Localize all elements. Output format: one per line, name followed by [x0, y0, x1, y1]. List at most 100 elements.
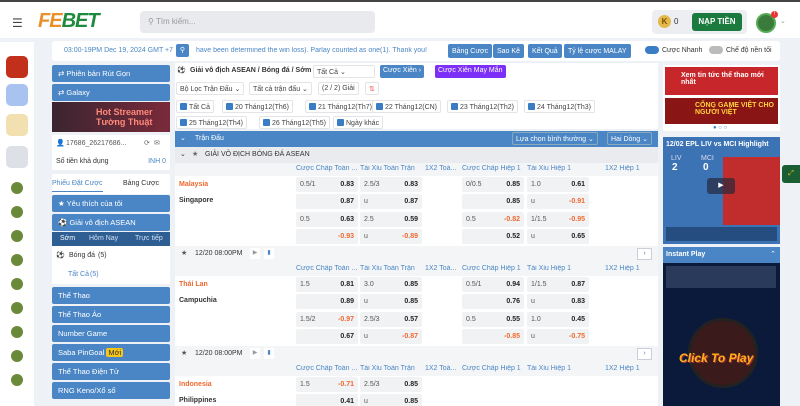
bet-list-button[interactable]: Bảng Cược: [448, 44, 493, 58]
sport-football[interactable]: Bóng đá: [69, 252, 96, 259]
away-team[interactable]: Singapore: [179, 197, 214, 204]
odds-cell[interactable]: 2.5 0.59: [360, 212, 422, 227]
tab-bet-slip[interactable]: Phiếu Đặt Cược: [52, 180, 103, 192]
odds-cell[interactable]: 0.87: [296, 193, 358, 209]
odds-cell[interactable]: 1.5/2 -0.97: [296, 312, 358, 327]
odds-cell[interactable]: 0.52: [462, 228, 524, 244]
away-team[interactable]: Philippines: [179, 397, 217, 404]
odds-cell[interactable]: -0.85: [462, 328, 524, 344]
stats-icon[interactable]: ▮: [264, 248, 274, 259]
instant-play-header[interactable]: Instant Play ⌃: [663, 247, 780, 263]
date-filter-checkbox[interactable]: 23 Tháng12(Th2): [447, 100, 518, 113]
date-filter-checkbox[interactable]: Ngày khác: [333, 116, 384, 129]
dark-mode-toggle[interactable]: [709, 46, 723, 54]
odds-cell[interactable]: -0.93: [296, 228, 358, 244]
odds-cell[interactable]: 0.5 0.63: [296, 212, 358, 227]
odds-cell[interactable]: 0.5/1 0.83: [296, 177, 358, 192]
more-bets-button[interactable]: ›: [637, 348, 652, 360]
menu-icon[interactable]: ☰: [12, 16, 23, 30]
game-icon[interactable]: [11, 278, 23, 290]
sidebar-item-esports[interactable]: Thể Thao Điện Tử: [52, 363, 170, 380]
odds-cell[interactable]: u -0.91: [527, 193, 589, 209]
odds-cell[interactable]: u 0.65: [527, 228, 589, 244]
asean-item[interactable]: ⚽ Giải vô địch ASEAN: [52, 214, 170, 231]
sidebar-item-saba-pingoal[interactable]: Saba PinGoal Mới: [52, 344, 170, 361]
home-team[interactable]: Thái Lan: [179, 281, 208, 288]
odds-cell[interactable]: 1.5 -0.71: [296, 377, 358, 392]
chevron-down-icon[interactable]: ⌄: [780, 18, 786, 25]
tab-bet-list[interactable]: Bảng Cược: [123, 180, 160, 187]
home-team[interactable]: Malaysia: [179, 181, 209, 188]
deposit-button[interactable]: NẠP TIỀN: [692, 13, 742, 31]
stats-icon[interactable]: ▮: [264, 348, 274, 359]
sidebar-item-rng-keno[interactable]: RNG Keno/Xổ số: [52, 382, 170, 399]
expand-icon[interactable]: ⤢: [782, 165, 800, 183]
sport-game-icon[interactable]: [6, 146, 28, 168]
odds-cell[interactable]: u -0.89: [360, 228, 422, 244]
statement-button[interactable]: Sao Kê: [493, 44, 524, 58]
odds-cell[interactable]: 0.85: [462, 193, 524, 209]
game-icon[interactable]: [11, 326, 23, 338]
date-filter-checkbox[interactable]: 24 Tháng12(Th3): [524, 100, 595, 113]
odds-cell[interactable]: 0.67: [296, 328, 358, 344]
date-filter-checkbox[interactable]: 20 Tháng12(Th6): [222, 100, 293, 113]
gift-icon[interactable]: [6, 84, 28, 106]
live-stream-icon[interactable]: ▶: [250, 348, 260, 359]
game-icon[interactable]: [11, 254, 23, 266]
odds-cell[interactable]: 2.5/3 0.83: [360, 177, 422, 192]
league-count-button[interactable]: (2 / 2) Giải: [318, 82, 359, 95]
chevron-down-icon[interactable]: ⌄: [180, 135, 186, 142]
date-filter-checkbox[interactable]: Tất Cả: [176, 100, 215, 113]
odds-cell[interactable]: 0.5 -0.82: [462, 212, 524, 227]
date-filter-checkbox[interactable]: 25 Tháng12(Th4): [176, 116, 247, 129]
play-icon[interactable]: ▶: [707, 178, 735, 194]
tab-early[interactable]: Sớm: [60, 235, 76, 242]
date-filter-checkbox[interactable]: 21 Tháng12(Th7): [305, 100, 376, 113]
game-icon[interactable]: [11, 302, 23, 314]
carousel-dots[interactable]: ● ○ ○: [713, 125, 728, 131]
odds-cell[interactable]: 0.76: [462, 293, 524, 309]
tab-today[interactable]: Hôm Nay: [89, 235, 119, 242]
odds-cell[interactable]: 2.5/3 0.85: [360, 377, 422, 392]
sort-icon[interactable]: ⇅: [365, 82, 379, 95]
away-team[interactable]: Campuchia: [179, 297, 217, 304]
game-icon[interactable]: [11, 350, 23, 362]
odds-cell[interactable]: u 0.85: [360, 393, 422, 406]
instant-play-banner[interactable]: Click To Play: [663, 263, 780, 406]
game-icon[interactable]: [11, 182, 23, 194]
odds-cell[interactable]: u 0.87: [360, 193, 422, 209]
odds-cell[interactable]: 3.0 0.85: [360, 277, 422, 292]
logo[interactable]: FEBET: [38, 10, 100, 33]
news-ad[interactable]: Xem tin tức thể thao mới nhất: [665, 67, 778, 95]
odds-cell[interactable]: 0.41: [296, 393, 358, 406]
parlay-button[interactable]: Cược Xiên ›: [380, 65, 425, 78]
sidebar-item-virtual-sports[interactable]: Thể Thao Ảo: [52, 306, 170, 323]
odds-cell[interactable]: 1/1.5 -0.95: [527, 212, 589, 227]
results-button[interactable]: Kết Quả: [528, 44, 562, 58]
odds-cell[interactable]: u -0.87: [360, 328, 422, 344]
odds-cell[interactable]: 1.0 0.61: [527, 177, 589, 192]
category-select[interactable]: Tất Cả ⌄: [313, 65, 375, 78]
chevron-up-icon[interactable]: ⌃: [770, 251, 776, 258]
line-mode-select[interactable]: Hai Dòng ⌄: [607, 132, 652, 145]
football-icon[interactable]: [6, 114, 28, 136]
star-icon[interactable]: ★: [192, 151, 199, 158]
game-icon[interactable]: [11, 374, 23, 386]
odds-cell[interactable]: 1.0 0.45: [527, 312, 589, 327]
odds-type-select[interactable]: Tỷ lệ cược MALAY: [564, 44, 631, 58]
lucky-parlay-button[interactable]: Cược Xiên May Mắn: [435, 65, 506, 78]
odds-cell[interactable]: 1/1.5 0.87: [527, 277, 589, 292]
odds-cell[interactable]: 0.5 0.55: [462, 312, 524, 327]
star-icon[interactable]: ★: [181, 250, 188, 257]
odds-cell[interactable]: u 0.85: [360, 293, 422, 309]
all-matches-link[interactable]: Tất Cả: [68, 271, 90, 278]
date-filter-checkbox[interactable]: 22 Tháng12(CN): [372, 100, 442, 113]
sidebar-item-number-game[interactable]: Number Game: [52, 325, 170, 342]
compact-version-button[interactable]: ⇄ Phiên bản Rút Gọn: [52, 65, 170, 82]
league-header[interactable]: ⌄ ★ GIẢI VÔ ĐỊCH BÓNG ĐÁ ASEAN: [175, 147, 658, 163]
lucky-bag-icon[interactable]: [6, 56, 28, 78]
mail-icon[interactable]: ✉: [154, 140, 160, 147]
search-input[interactable]: ⚲ Tìm kiếm...: [140, 11, 375, 33]
star-icon[interactable]: ★: [181, 350, 188, 357]
more-bets-button[interactable]: ›: [637, 248, 652, 260]
